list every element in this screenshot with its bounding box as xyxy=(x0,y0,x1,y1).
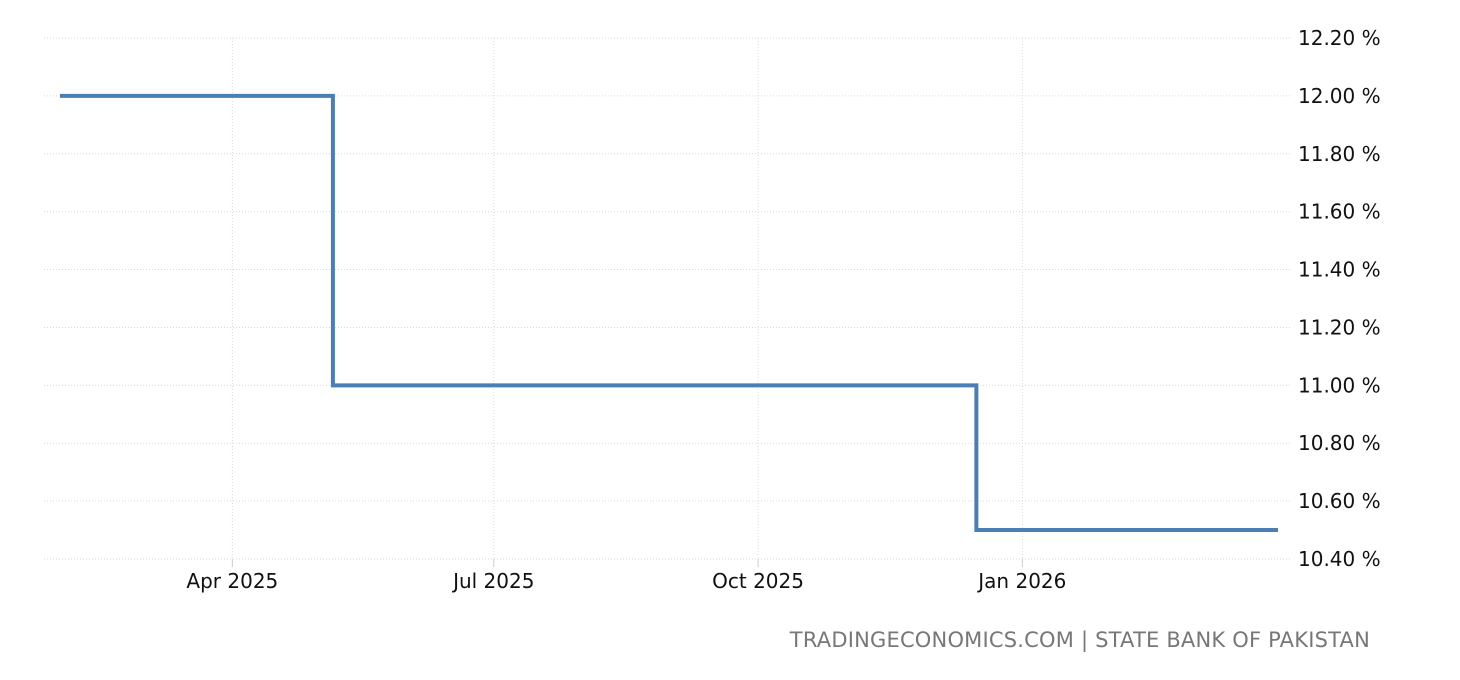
x-axis-ticks: Apr 2025 Jul 2025 Oct 2025 Jan 2026 xyxy=(186,569,1066,593)
y-axis-ticks: 12.20 % 12.00 % 11.80 % 11.60 % 11.40 % 11.20… xyxy=(1298,26,1381,571)
y-tick-label: 10.60 % xyxy=(1298,489,1381,513)
y-tick-label: 11.80 % xyxy=(1298,142,1381,166)
y-tick-label: 10.80 % xyxy=(1298,431,1381,455)
series-layer xyxy=(60,93,1278,533)
x-tick-label: Jan 2026 xyxy=(976,569,1066,593)
x-tick-label: Apr 2025 xyxy=(186,569,278,593)
y-tick-label: 12.00 % xyxy=(1298,84,1381,108)
source-attribution: TRADINGECONOMICS.COM | STATE BANK OF PAK… xyxy=(789,628,1370,652)
x-tick-label: Jul 2025 xyxy=(451,569,534,593)
vertical-gridlines xyxy=(231,38,1023,567)
y-tick-label: 11.40 % xyxy=(1298,258,1381,282)
y-tick-label: 12.20 % xyxy=(1298,26,1381,50)
y-tick-label: 11.20 % xyxy=(1298,315,1381,339)
series-line xyxy=(60,93,1278,533)
y-tick-label: 11.60 % xyxy=(1298,200,1381,224)
y-tick-label: 10.40 % xyxy=(1298,547,1381,571)
horizontal-gridlines xyxy=(44,37,1290,560)
y-tick-label: 11.00 % xyxy=(1298,373,1381,397)
x-tick-label: Oct 2025 xyxy=(712,569,804,593)
